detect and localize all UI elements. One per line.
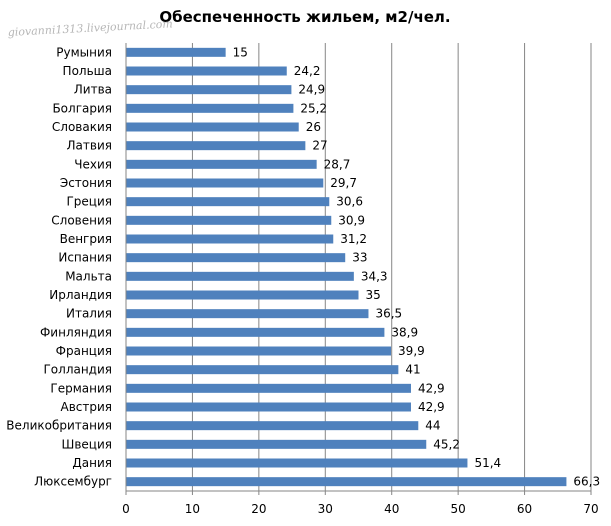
category-label: Люксембург: [34, 475, 112, 489]
value-label: 26: [306, 120, 321, 134]
value-label: 24,2: [294, 64, 321, 78]
category-label: Голландия: [43, 363, 112, 377]
value-label: 38,9: [391, 325, 418, 339]
x-tick-label: 0: [122, 502, 130, 516]
category-label: Литва: [74, 83, 112, 97]
x-tick-labels: 0 10 20 30 40 50 60 70: [122, 502, 598, 516]
value-label: 28,7: [324, 157, 351, 171]
x-tick-label: 20: [251, 502, 266, 516]
bar: [126, 122, 299, 132]
value-label: 42,9: [418, 400, 445, 414]
bar: [126, 215, 332, 225]
value-label: 25,2: [300, 101, 327, 115]
x-tick-label: 40: [384, 502, 399, 516]
value-label: 30,6: [336, 195, 363, 209]
bar: [126, 197, 330, 207]
value-label: 15: [233, 45, 248, 59]
value-label: 35: [366, 288, 381, 302]
category-label: Болгария: [52, 101, 112, 115]
category-label: Швеция: [62, 437, 112, 451]
bar: [126, 439, 427, 449]
category-label: Ирландия: [49, 288, 112, 302]
bar: [126, 271, 354, 281]
bar: [126, 178, 324, 188]
bar: [126, 458, 468, 468]
value-label: 44: [425, 419, 440, 433]
value-label: 24,9: [298, 83, 325, 97]
category-label: Латвия: [67, 139, 112, 153]
category-label: Дания: [72, 456, 112, 470]
value-label: 42,9: [418, 381, 445, 395]
value-label: 36,5: [375, 307, 402, 321]
bar: [126, 365, 399, 375]
value-label: 31,2: [340, 232, 367, 246]
bar: [126, 346, 392, 356]
watermark: giovanni1313.livejournal.com: [7, 17, 173, 39]
x-tick-label: 70: [583, 502, 598, 516]
x-tick-label: 30: [318, 502, 333, 516]
category-label: Великобритания: [6, 419, 112, 433]
value-label: 27: [312, 139, 327, 153]
category-label: Франция: [56, 344, 112, 358]
bar: [126, 85, 292, 95]
value-label: 45,2: [433, 437, 460, 451]
category-label: Румыния: [56, 45, 112, 59]
value-label: 30,9: [338, 213, 365, 227]
value-labels: 15 24,2 24,9 25,2 26 27 28,7 29,7 30,6 30,9 31,2 33…: [233, 45, 600, 488]
bar: [126, 402, 411, 412]
category-label: Польша: [63, 64, 112, 78]
category-label: Италия: [66, 307, 112, 321]
category-label: Финляндия: [40, 325, 112, 339]
bar: [126, 141, 306, 151]
value-label: 34,3: [361, 269, 388, 283]
category-labels: Румыния Польша Литва Болгария Словакия Латвия…: [6, 45, 112, 488]
category-label: Германия: [50, 381, 112, 395]
gridlines: [125, 43, 592, 495]
value-label: 51,4: [474, 456, 501, 470]
value-label: 39,9: [398, 344, 425, 358]
category-label: Греция: [66, 195, 112, 209]
bar: [126, 159, 317, 169]
x-tick-label: 10: [185, 502, 200, 516]
bar: [126, 253, 346, 263]
bar: [126, 309, 369, 319]
bars: [126, 47, 567, 487]
bar: [126, 66, 287, 76]
bar: [126, 383, 411, 393]
category-label: Австрия: [60, 400, 112, 414]
bar: [126, 477, 567, 487]
value-label: 66,3: [573, 475, 600, 489]
value-label: 33: [352, 251, 367, 265]
category-label: Испания: [58, 251, 112, 265]
value-label: 41: [405, 363, 420, 377]
category-label: Мальта: [65, 269, 112, 283]
bar: [126, 290, 359, 300]
category-label: Венгрия: [60, 232, 112, 246]
x-tick-label: 50: [451, 502, 466, 516]
category-label: Чехия: [74, 157, 112, 171]
bar: [126, 421, 419, 431]
bar: [126, 234, 334, 244]
x-tick-label: 60: [517, 502, 532, 516]
chart-title: Обеспеченность жильем, м2/чел.: [159, 8, 450, 26]
category-label: Эстония: [60, 176, 112, 190]
bar: [126, 103, 294, 113]
bar: [126, 327, 385, 337]
category-label: Словения: [51, 213, 112, 227]
bar: [126, 47, 226, 57]
value-label: 29,7: [330, 176, 357, 190]
category-label: Словакия: [52, 120, 112, 134]
